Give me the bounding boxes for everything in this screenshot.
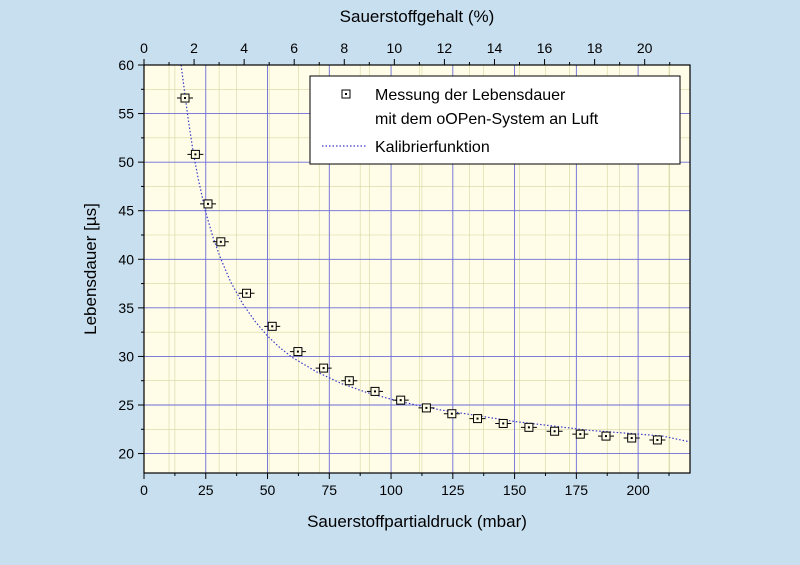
x2-tick-label: 4 (240, 40, 248, 56)
measurement-point-dot (374, 390, 376, 393)
measurement-point-dot (630, 437, 633, 440)
measurement-point-dot (605, 435, 607, 438)
y-tick-label: 25 (118, 397, 134, 413)
measurement-point-dot (296, 350, 299, 353)
x-tick-label: 25 (198, 482, 214, 498)
x2-tick-label: 10 (387, 40, 403, 56)
legend-label-measurement-line1: Messung der Lebensdauer (375, 87, 566, 104)
x-tick-label: 150 (503, 482, 527, 498)
x2-axis-title: Sauerstoffgehalt (%) (340, 7, 495, 26)
measurement-point-dot (219, 240, 222, 243)
measurement-markers-layer (177, 93, 666, 445)
y-tick-label: 35 (118, 300, 134, 316)
x2-tick-label: 2 (190, 40, 198, 56)
measurement-point-dot (206, 202, 209, 205)
measurement-point-dot (271, 325, 274, 328)
y-tick-label: 30 (118, 348, 134, 364)
measurement-point-dot (502, 422, 505, 425)
y-tick-label: 50 (118, 154, 134, 170)
x-tick-label: 100 (379, 482, 403, 498)
x2-tick-label: 0 (140, 40, 148, 56)
measurement-point-dot (656, 438, 659, 441)
x-tick-label: 200 (626, 482, 650, 498)
y-axis-title: Lebensdauer [µs] (81, 203, 100, 335)
measurement-point-dot (527, 426, 530, 429)
x-tick-label: 75 (322, 482, 338, 498)
measurement-point-dot (194, 153, 197, 156)
legend-label-measurement-line2: mit dem oOPen-System an Luft (375, 111, 599, 128)
measurement-point-dot (579, 433, 582, 436)
y-tick-label: 45 (118, 203, 134, 219)
measurement-point-dot (322, 367, 325, 370)
measurement-point-dot (399, 399, 402, 402)
legend-marker-symbol (341, 89, 351, 99)
y-tick-label: 55 (118, 106, 134, 122)
x2-tick-label: 12 (437, 40, 453, 56)
measurement-point-dot (425, 406, 428, 409)
measurement-point-dot (348, 379, 351, 382)
x-tick-label: 125 (441, 482, 465, 498)
plot-frame (143, 64, 691, 474)
y-tick-label: 40 (118, 251, 134, 267)
y-tick-label: 60 (118, 57, 134, 73)
measurement-point-dot (553, 430, 556, 433)
y-tick-label: 20 (118, 446, 134, 462)
legend-label-calibration: Kalibrierfunktion (375, 139, 490, 156)
x-tick-label: 0 (140, 482, 148, 498)
x-axis-title: Sauerstoffpartialdruck (mbar) (307, 512, 527, 531)
x-tick-label: 50 (260, 482, 276, 498)
x2-tick-label: 16 (537, 40, 553, 56)
legend-marker-dot (345, 93, 347, 95)
legend: Messung der Lebensdauer mit dem oOPen-Sy… (309, 75, 681, 165)
x2-tick-label: 6 (290, 40, 298, 56)
axis-ticks (138, 59, 671, 479)
legend-box (309, 75, 681, 165)
measurement-point-dot (476, 417, 479, 420)
x2-tick-label: 18 (587, 40, 603, 56)
x2-tick-label: 20 (637, 40, 653, 56)
measurement-point-dot (450, 412, 453, 415)
x-tick-label: 175 (565, 482, 589, 498)
x2-tick-label: 14 (487, 40, 503, 56)
measurement-point-dot (184, 97, 187, 100)
tick-labels: 0 25 50 75 100 125 150 175 200 0 2 4 6 8 10 12 14 16 18 20 2… (118, 40, 652, 498)
x2-tick-label: 8 (340, 40, 348, 56)
measurement-point-dot (245, 292, 248, 295)
